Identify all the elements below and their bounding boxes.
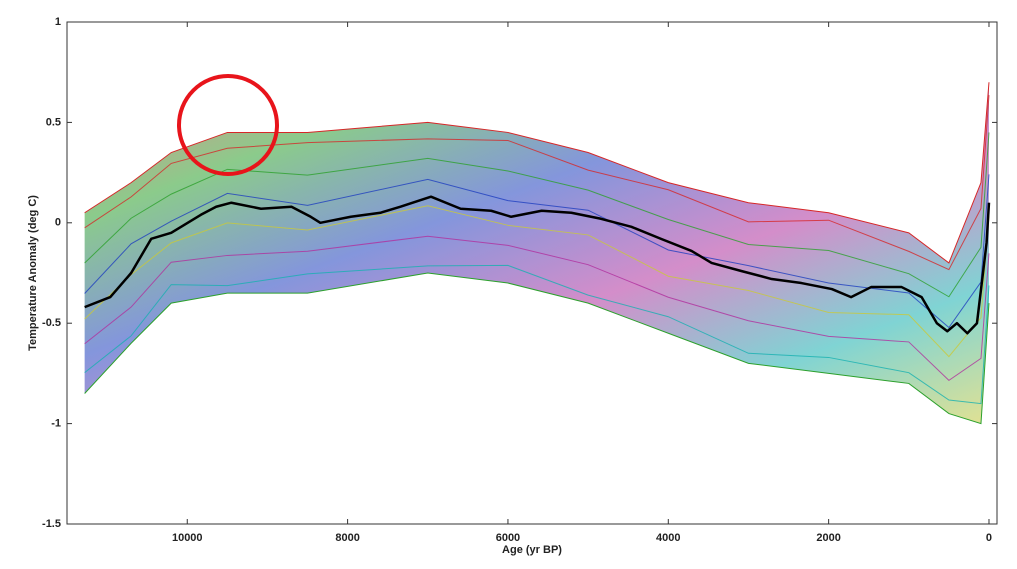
y-tick-label: -1 [51,418,61,430]
x-tick-label: 4000 [656,532,680,544]
highlight-circle [177,74,279,176]
envelope-edge [84,82,990,264]
y-tick-label: 1 [55,16,61,28]
ensemble-envelope [84,82,989,424]
x-tick-label: 6000 [496,532,520,544]
ensemble-line [84,205,990,358]
y-axis-label: Temperature Anomaly (deg C) [27,195,39,351]
x-tick-label: 0 [986,532,992,544]
ensemble-line [84,132,990,298]
x-tick-label: 10000 [172,532,203,544]
x-tick-label: 8000 [335,532,359,544]
y-tick-label: 0 [55,217,61,229]
ensemble-line [84,264,990,405]
mean-line [84,195,991,335]
plot-area [84,82,991,425]
envelope-edge [84,272,990,425]
x-axis-label: Age (yr BP) [502,544,562,556]
x-tick-label: 2000 [816,532,840,544]
y-tick-label: -1.5 [42,518,61,530]
y-tick-label: 0.5 [46,116,61,128]
y-tick-label: -0.5 [42,317,61,329]
ensemble-line [84,235,990,382]
ensemble-line [84,174,990,329]
